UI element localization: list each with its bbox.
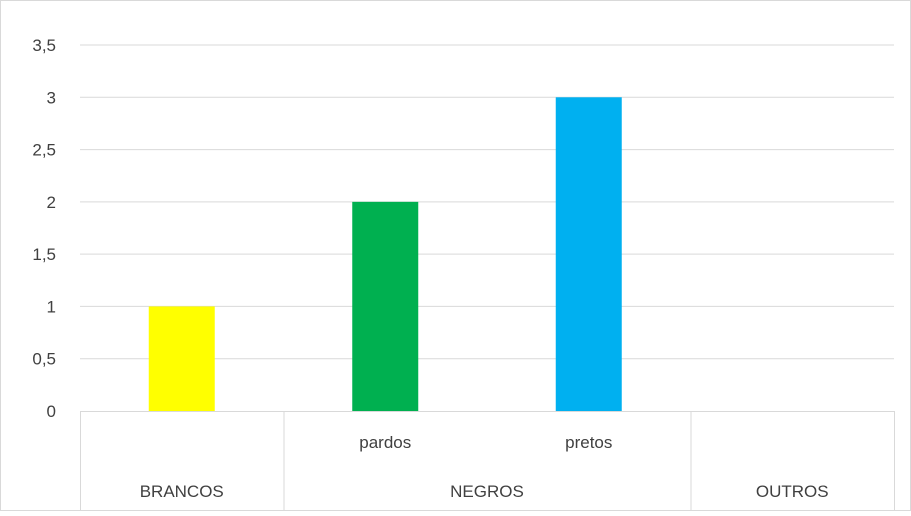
y-axis-ticks: 0 0,5 1 1,5 2 2,5 3 3,5: [32, 36, 56, 421]
y-tick-label: 2: [47, 193, 56, 212]
gridlines: [80, 44, 894, 360]
y-tick-label: 0: [47, 402, 56, 421]
y-tick-label: 3,5: [32, 36, 56, 55]
x-sub-label: pretos: [565, 433, 612, 452]
x-group-label: NEGROS: [450, 482, 524, 501]
bars: [148, 97, 622, 412]
y-tick-label: 1: [47, 297, 56, 316]
y-tick-label: 2,5: [32, 141, 56, 160]
x-sub-label: pardos: [359, 433, 411, 452]
bar-brancos: [148, 306, 215, 411]
y-tick-label: 1,5: [32, 245, 56, 264]
y-tick-label: 3: [47, 88, 56, 107]
x-group-label: OUTROS: [756, 482, 829, 501]
x-axis: pardos pretos BRANCOS NEGROS OUTROS: [80, 411, 895, 511]
x-group-label: BRANCOS: [140, 482, 224, 501]
bar-pardos: [352, 201, 419, 411]
bar-pretos: [555, 97, 622, 412]
y-tick-label: 0,5: [32, 350, 56, 369]
